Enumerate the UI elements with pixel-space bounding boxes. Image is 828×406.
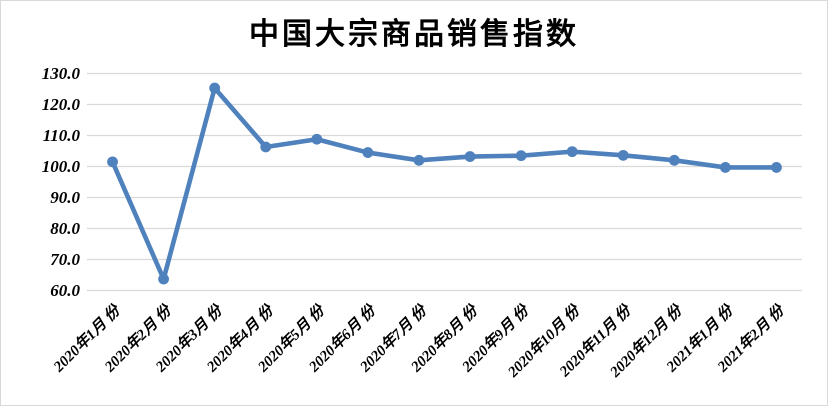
data-point-marker	[260, 141, 272, 153]
y-axis-tick-label: 80.0	[50, 219, 80, 238]
data-point-marker	[311, 133, 323, 145]
data-point-marker	[771, 162, 782, 173]
data-point-marker	[158, 273, 170, 285]
y-axis-tick-label: 130.0	[42, 64, 81, 83]
y-axis-tick-label: 60.0	[50, 281, 80, 300]
y-axis-tick-label: 120.0	[42, 95, 81, 114]
y-axis-tick-label: 70.0	[50, 250, 80, 269]
data-point-marker	[464, 151, 476, 162]
data-point-marker	[719, 162, 731, 173]
data-point-marker	[515, 150, 527, 162]
chart-title: 中国大宗商品销售指数	[249, 17, 579, 52]
y-axis-tick-label: 110.0	[43, 126, 81, 145]
data-point-marker	[107, 156, 118, 168]
data-point-marker	[413, 154, 425, 166]
data-point-marker	[209, 82, 221, 94]
y-axis-tick-label: 90.0	[50, 188, 80, 207]
data-point-marker	[362, 147, 374, 158]
series-line	[110, 85, 779, 282]
y-axis-tick-label: 100.0	[42, 157, 81, 176]
data-point-marker	[566, 146, 578, 158]
data-point-marker	[668, 154, 680, 166]
data-point-marker	[617, 149, 629, 161]
